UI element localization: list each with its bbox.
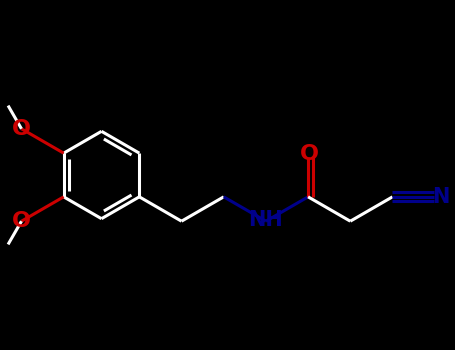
Text: O: O xyxy=(299,144,318,163)
Text: NH: NH xyxy=(248,210,283,230)
Text: N: N xyxy=(432,187,449,207)
Text: O: O xyxy=(12,211,31,231)
Text: O: O xyxy=(12,119,31,139)
